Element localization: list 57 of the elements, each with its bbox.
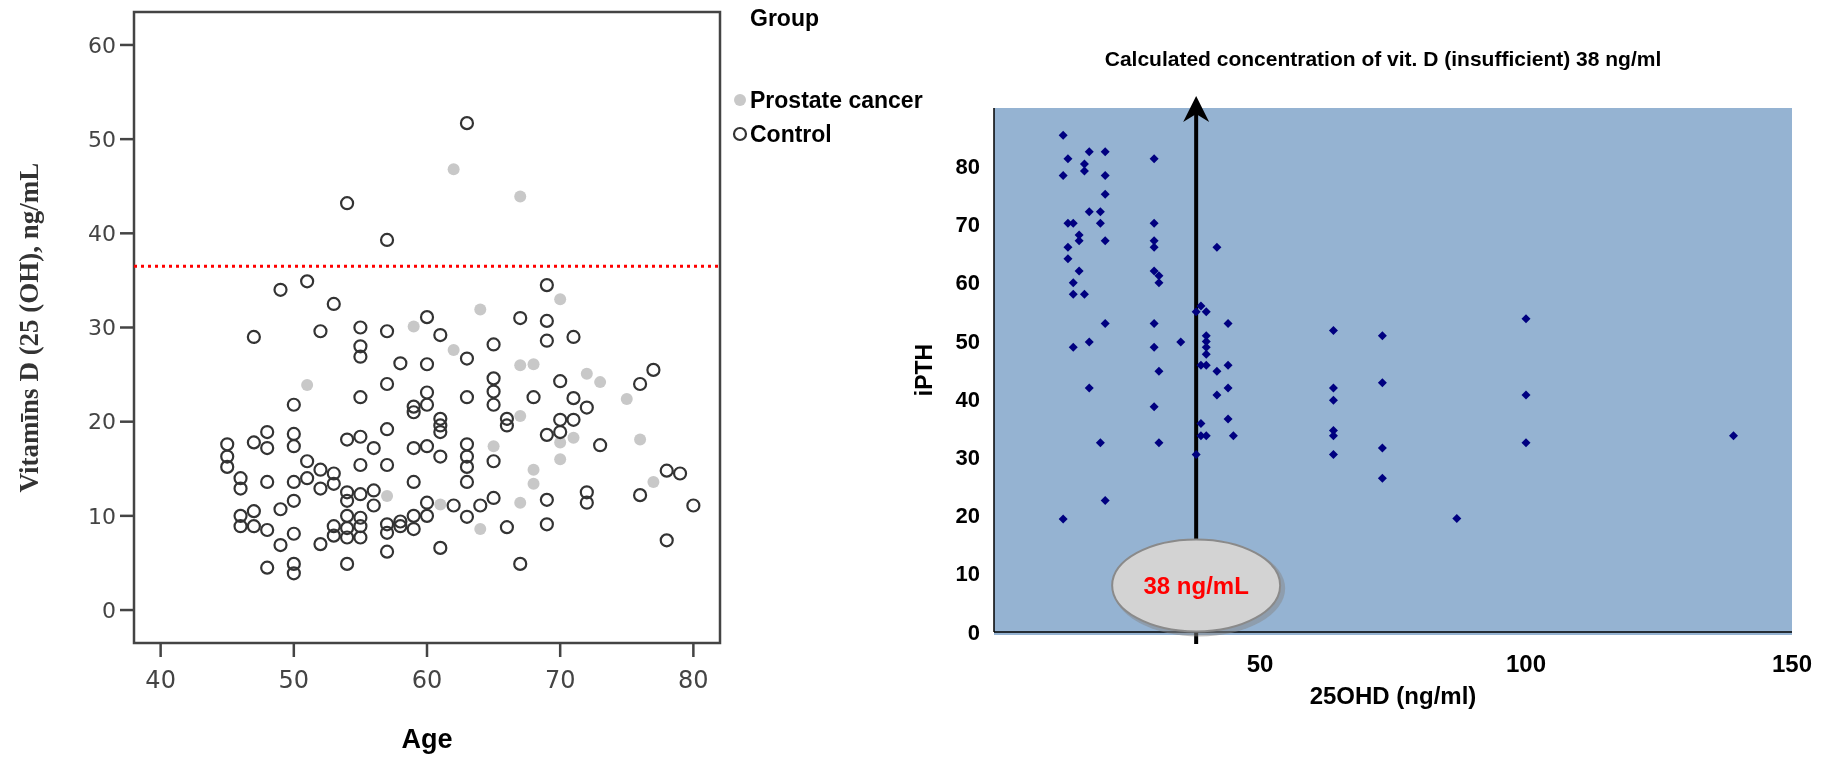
point — [580, 367, 593, 380]
point — [514, 359, 527, 372]
y-tick-label: 0 — [102, 597, 116, 623]
y-tick-label: 50 — [955, 328, 980, 354]
point — [474, 303, 487, 316]
point — [447, 344, 460, 357]
y-tick-label: 80 — [955, 153, 980, 179]
x-axis-title: Age — [401, 724, 453, 754]
point — [474, 523, 487, 536]
point — [514, 410, 527, 423]
y-tick-label: 10 — [955, 561, 980, 587]
point — [301, 378, 314, 391]
point — [527, 358, 540, 371]
annotation: 38 ng/mL — [1143, 571, 1249, 599]
ref-line-label: Calculated concentration of vit. D (insufficient) 38 ng/ml — [1104, 47, 1662, 70]
x-tick-label: 50 — [278, 666, 310, 694]
point — [447, 163, 460, 176]
x-tick-label: 70 — [544, 666, 576, 694]
x-tick-label: 100 — [1505, 650, 1547, 677]
point — [594, 376, 607, 389]
point — [567, 431, 580, 444]
y-axis-title: iPTH — [911, 343, 937, 397]
x-tick-label: 40 — [145, 666, 176, 694]
x-tick-label: 80 — [678, 666, 709, 694]
point — [514, 190, 527, 203]
y-tick-label: 20 — [955, 503, 980, 529]
y-tick-label: 30 — [955, 445, 980, 471]
point — [381, 490, 394, 503]
point — [527, 463, 540, 476]
x-tick-label: 150 — [1771, 650, 1813, 677]
point — [514, 496, 527, 509]
y-tick-label: 60 — [955, 270, 980, 296]
point — [647, 475, 660, 488]
legend-label: Control — [750, 121, 832, 148]
x-tick-label: 60 — [411, 666, 443, 694]
point — [634, 433, 647, 446]
legend-label: Prostate cancer — [750, 87, 923, 114]
y-tick-label: 20 — [88, 409, 116, 435]
x-axis-title: 25OHD (ng/ml) — [1309, 682, 1477, 709]
y-tick-label: 40 — [88, 221, 116, 247]
y-tick-label: 50 — [88, 126, 116, 152]
y-tick-label: 70 — [955, 212, 980, 238]
point — [620, 393, 633, 406]
point — [407, 320, 420, 333]
y-tick-label: 30 — [88, 315, 116, 341]
point — [434, 498, 447, 511]
y-tick-label: 10 — [88, 503, 116, 529]
y-tick-label: 60 — [88, 32, 116, 58]
legend-title: Group — [750, 5, 819, 31]
point — [487, 440, 500, 453]
y-axis-title: Vitamīns D (25 (OH), ng/mL — [14, 162, 44, 493]
y-tick-label: 40 — [955, 386, 980, 412]
y-tick-label: 0 — [967, 619, 980, 645]
point — [554, 453, 567, 466]
x-tick-label: 50 — [1246, 650, 1274, 677]
point — [554, 293, 567, 306]
point — [527, 477, 540, 490]
